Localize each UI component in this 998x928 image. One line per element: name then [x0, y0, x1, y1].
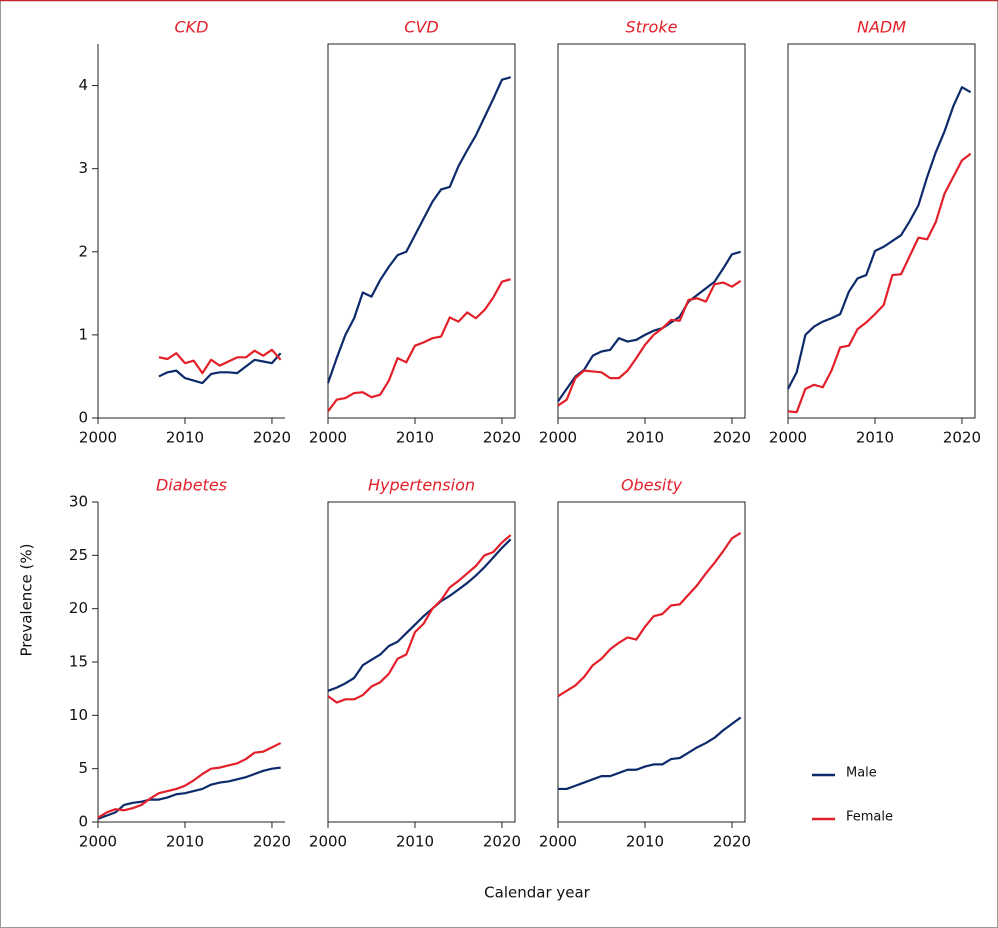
- axis: [327, 501, 516, 823]
- x-tick-label: 2010: [856, 429, 894, 447]
- y-tick-label: 25: [69, 546, 88, 564]
- line-male: [557, 250, 741, 403]
- line-male: [97, 766, 281, 820]
- x-tick-label: 2000: [79, 429, 117, 447]
- x-tick-label: 2020: [483, 429, 521, 447]
- x-tick-label: 2020: [943, 429, 981, 447]
- x-tick-label: 2020: [253, 833, 291, 851]
- x-tick-label: 2010: [626, 429, 664, 447]
- y-tick-label: 5: [78, 759, 88, 777]
- panel-title: CVD: [404, 18, 438, 37]
- y-tick-label: 2: [78, 242, 88, 260]
- x-tick-label: 2010: [166, 833, 204, 851]
- line-male: [327, 538, 512, 692]
- axis: [327, 43, 516, 419]
- panel-title: Stroke: [626, 18, 678, 37]
- y-tick-label: 0: [78, 813, 88, 831]
- x-tick-label: 2000: [539, 833, 577, 851]
- panel-title: Obesity: [621, 476, 683, 495]
- line-male: [326, 76, 511, 384]
- y-tick-label: 20: [69, 599, 88, 617]
- x-tick-label: 2020: [253, 429, 291, 447]
- x-tick-label: 2000: [309, 429, 347, 447]
- line-male: [158, 352, 282, 385]
- panel-title: NADM: [857, 18, 906, 37]
- panel-title: CKD: [175, 18, 209, 37]
- axis: [557, 43, 746, 419]
- x-tick-label: 2010: [166, 429, 204, 447]
- y-tick-label: 1: [78, 325, 88, 343]
- y-axis-label: Prevalence (%): [18, 543, 36, 656]
- y-tick-label: 30: [69, 493, 88, 511]
- x-tick-label: 2020: [713, 833, 751, 851]
- y-tick-label: 0: [78, 409, 88, 427]
- x-tick-label: 2010: [396, 429, 434, 447]
- line-female: [327, 278, 511, 413]
- line-female: [557, 531, 742, 698]
- axis: [557, 501, 746, 823]
- line-female: [327, 534, 512, 704]
- line-female: [787, 152, 972, 414]
- line-female: [97, 742, 282, 819]
- line-male: [558, 716, 742, 791]
- x-tick-label: 2000: [539, 429, 577, 447]
- y-tick-label: 15: [69, 653, 88, 671]
- x-tick-label: 2000: [309, 833, 347, 851]
- x-tick-label: 2010: [396, 833, 434, 851]
- legend-label: Female: [846, 810, 893, 825]
- x-tick-label: 2020: [713, 429, 751, 447]
- line-female: [557, 279, 742, 407]
- line-male: [787, 86, 972, 390]
- x-tick-label: 2000: [769, 429, 807, 447]
- axis: [787, 43, 976, 419]
- panel-title: Diabetes: [156, 476, 227, 495]
- panel-title: Hypertension: [368, 476, 475, 495]
- y-tick-label: 4: [78, 76, 88, 94]
- x-tick-label: 2020: [483, 833, 521, 851]
- line-female: [158, 348, 282, 375]
- x-axis-label: Calendar year: [484, 884, 591, 902]
- x-tick-label: 2000: [79, 833, 117, 851]
- x-tick-label: 2010: [626, 833, 664, 851]
- legend-label: Male: [846, 766, 877, 781]
- y-tick-label: 10: [69, 706, 88, 724]
- y-tick-label: 3: [78, 159, 88, 177]
